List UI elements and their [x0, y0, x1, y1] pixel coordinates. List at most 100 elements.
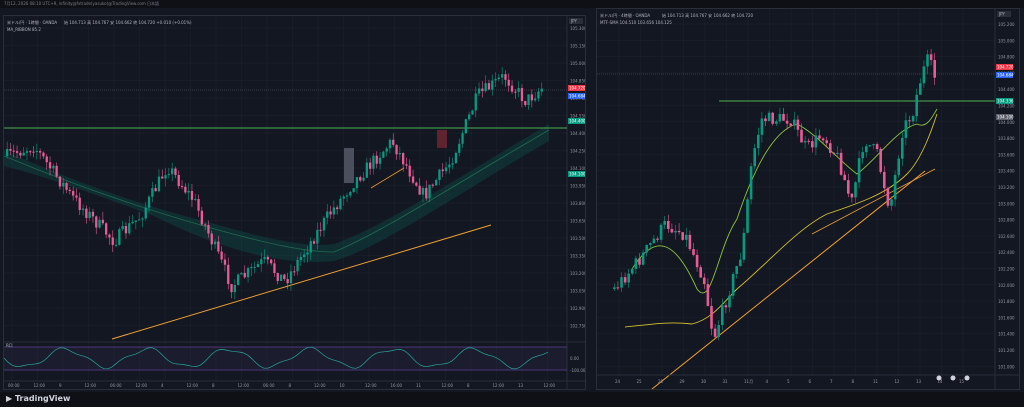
- candle-body: [922, 66, 926, 84]
- candle-body: [332, 207, 335, 215]
- price-tick-label: 102.750: [570, 324, 585, 329]
- price-badge-label: 104.100: [997, 115, 1014, 120]
- candle-body: [481, 88, 484, 92]
- candle-body: [6, 149, 9, 156]
- footer-bar: ▶ TradingView: [0, 392, 1024, 407]
- price-badge-label: 104.684: [569, 94, 585, 99]
- candle-body: [75, 195, 78, 198]
- candle-body: [263, 256, 266, 260]
- price-tick-label: 105.300: [570, 26, 585, 31]
- time-tick-label: 16:00: [391, 383, 403, 388]
- candle-body: [253, 267, 256, 269]
- candle-body: [461, 133, 464, 144]
- candle-body: [854, 182, 857, 198]
- price-tick-label: 105.200: [998, 22, 1015, 27]
- ma-ribbon: [4, 124, 549, 262]
- candle-body: [322, 217, 326, 231]
- candle-body: [507, 79, 510, 86]
- time-tick-label: 31: [723, 379, 729, 384]
- candle-body: [15, 151, 19, 153]
- candle-body: [753, 148, 756, 167]
- time-tick-label: 8: [467, 383, 470, 388]
- time-tick-label: 4: [766, 379, 769, 384]
- price-badge-label: 104.100: [569, 172, 585, 177]
- candle-body: [431, 184, 434, 186]
- candle-body: [293, 271, 296, 273]
- candle-body: [491, 80, 494, 90]
- time-tick-label: 12:00: [493, 383, 505, 388]
- candle-body: [785, 120, 789, 124]
- osc-band: [4, 347, 567, 370]
- chart-title: 米ドル/円 · 4時間 · OANDA: [600, 12, 650, 18]
- candle-body: [227, 264, 230, 285]
- candle-body: [692, 249, 695, 255]
- time-tick-label: 6: [809, 379, 812, 384]
- candle-body: [634, 258, 638, 269]
- candle-body: [789, 123, 792, 126]
- candle-body: [237, 274, 240, 285]
- candle-body: [631, 268, 634, 274]
- candle-body: [441, 169, 444, 172]
- candle-body: [832, 152, 836, 154]
- candle-body: [286, 279, 289, 284]
- candle-body: [378, 157, 382, 164]
- candle-body: [527, 94, 530, 106]
- candle-body: [638, 258, 641, 265]
- candle-body: [32, 151, 35, 153]
- price-tick-label: 104.550: [570, 114, 585, 119]
- candle-body: [847, 180, 850, 194]
- right-chart-panel[interactable]: 105.200105.000104.800104.600104.400104.2…: [596, 8, 1020, 390]
- time-tick-label: 24: [615, 379, 621, 384]
- candle-body: [217, 241, 220, 252]
- candle-body: [501, 74, 504, 78]
- candle-body: [194, 199, 197, 201]
- candle-body: [749, 166, 753, 200]
- candle-body: [421, 188, 425, 195]
- candle-body: [147, 196, 151, 208]
- time-tick-label: 12:00: [136, 383, 148, 388]
- brand-label: TradingView: [14, 394, 71, 403]
- candle-body: [164, 175, 167, 179]
- candle-body: [735, 266, 738, 274]
- candle-body: [174, 168, 177, 175]
- candle-body: [524, 101, 527, 106]
- candle-body: [177, 174, 180, 187]
- time-tick-label: 06:00: [110, 383, 122, 388]
- candle-body: [276, 273, 279, 281]
- candle-body: [72, 191, 75, 196]
- tradingview-logo[interactable]: ▶ TradingView: [6, 394, 70, 403]
- time-tick-label: 8: [852, 379, 855, 384]
- candle-body: [233, 284, 236, 293]
- candle-body: [223, 259, 227, 265]
- candle-body: [875, 144, 879, 149]
- candle-body: [454, 152, 458, 164]
- candle-body: [818, 135, 821, 139]
- candle-body: [42, 152, 45, 157]
- right-chart-svg[interactable]: 105.200105.000104.800104.600104.400104.2…: [597, 9, 1019, 390]
- candle-body: [746, 199, 749, 233]
- candle-body: [623, 277, 627, 283]
- candle-body: [933, 60, 936, 78]
- candle-body: [385, 148, 388, 152]
- candle-body: [829, 143, 832, 153]
- trendline: [651, 170, 926, 390]
- candle-body: [448, 164, 451, 168]
- price-tick-label: 104.850: [570, 79, 585, 84]
- candle-body: [620, 277, 623, 288]
- candle-body: [68, 189, 71, 192]
- candle-body: [210, 233, 213, 245]
- candle-body: [695, 254, 699, 268]
- price-tick-label: 103.600: [998, 152, 1015, 157]
- price-tick-label: 101.200: [998, 348, 1015, 353]
- candle-body: [540, 88, 543, 92]
- candle-body: [329, 211, 332, 215]
- time-tick-label: 12: [895, 379, 901, 384]
- candle-body: [879, 148, 882, 172]
- candle-body: [180, 186, 184, 188]
- left-chart-panel[interactable]: 105.300105.150105.000104.850104.700104.5…: [3, 15, 587, 390]
- candle-body: [39, 151, 42, 153]
- candle-body: [825, 140, 828, 144]
- candle-body: [656, 238, 659, 240]
- left-chart-svg[interactable]: 105.300105.150105.000104.850104.700104.5…: [3, 16, 587, 389]
- time-tick-label: 06:00: [263, 383, 275, 388]
